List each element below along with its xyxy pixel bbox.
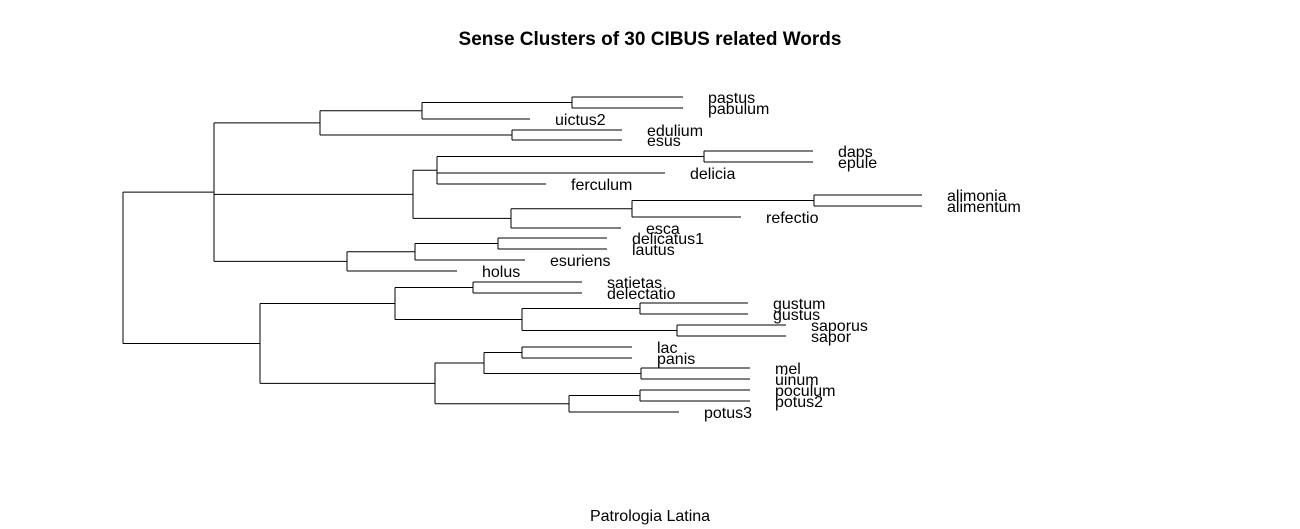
leaf-label-esca: esca (646, 221, 680, 238)
leaf-label-epule: epule (838, 155, 877, 172)
leaf-label-esus: esus (647, 133, 681, 150)
leaf-label-satietas: satietas (607, 275, 662, 292)
leaf-label-gustus: gustus (773, 307, 820, 324)
chart-title: Sense Clusters of 30 CIBUS related Words (458, 29, 842, 50)
chart-subtitle: Patrologia Latina (589, 508, 711, 525)
leaf-label-pastus: pastus (708, 90, 755, 107)
leaf-label-mel: mel (775, 361, 801, 378)
leaf-label-esuriens: esuriens (550, 253, 610, 270)
leaf-label-delicia: delicia (690, 166, 735, 183)
leaf-label-potus3: potus3 (704, 405, 752, 422)
leaf-label-uinum: uinum (775, 372, 819, 389)
leaf-label-delectatio: delectatio (607, 286, 676, 303)
leaf-label-saporus: saporus (811, 318, 868, 335)
leaf-label-alimentum: alimentum (947, 199, 1021, 216)
leaf-label-lautus: lautus (632, 242, 675, 259)
leaf-label-poculum: poculum (775, 383, 835, 400)
leaf-label-edulium: edulium (647, 123, 703, 140)
leaf-label-panis: panis (657, 351, 695, 368)
leaf-label-uictus2: uictus2 (555, 112, 606, 129)
leaf-label-alimonia: alimonia (947, 188, 1007, 205)
leaf-label-sapor: sapor (811, 329, 852, 346)
leaf-label-refectio: refectio (766, 210, 819, 227)
leaf-label-ferculum: ferculum (571, 177, 632, 194)
leaf-label-daps: daps (838, 144, 873, 161)
leaf-label-potus2: potus2 (775, 394, 823, 411)
leaf-label-pabulum: pabulum (708, 101, 769, 118)
leaf-label-gustum: gustum (773, 296, 825, 313)
leaf-label-holus: holus (482, 264, 520, 281)
leaf-label-delicatus1: delicatus1 (632, 231, 704, 248)
leaf-label-lac: lac (657, 340, 677, 357)
